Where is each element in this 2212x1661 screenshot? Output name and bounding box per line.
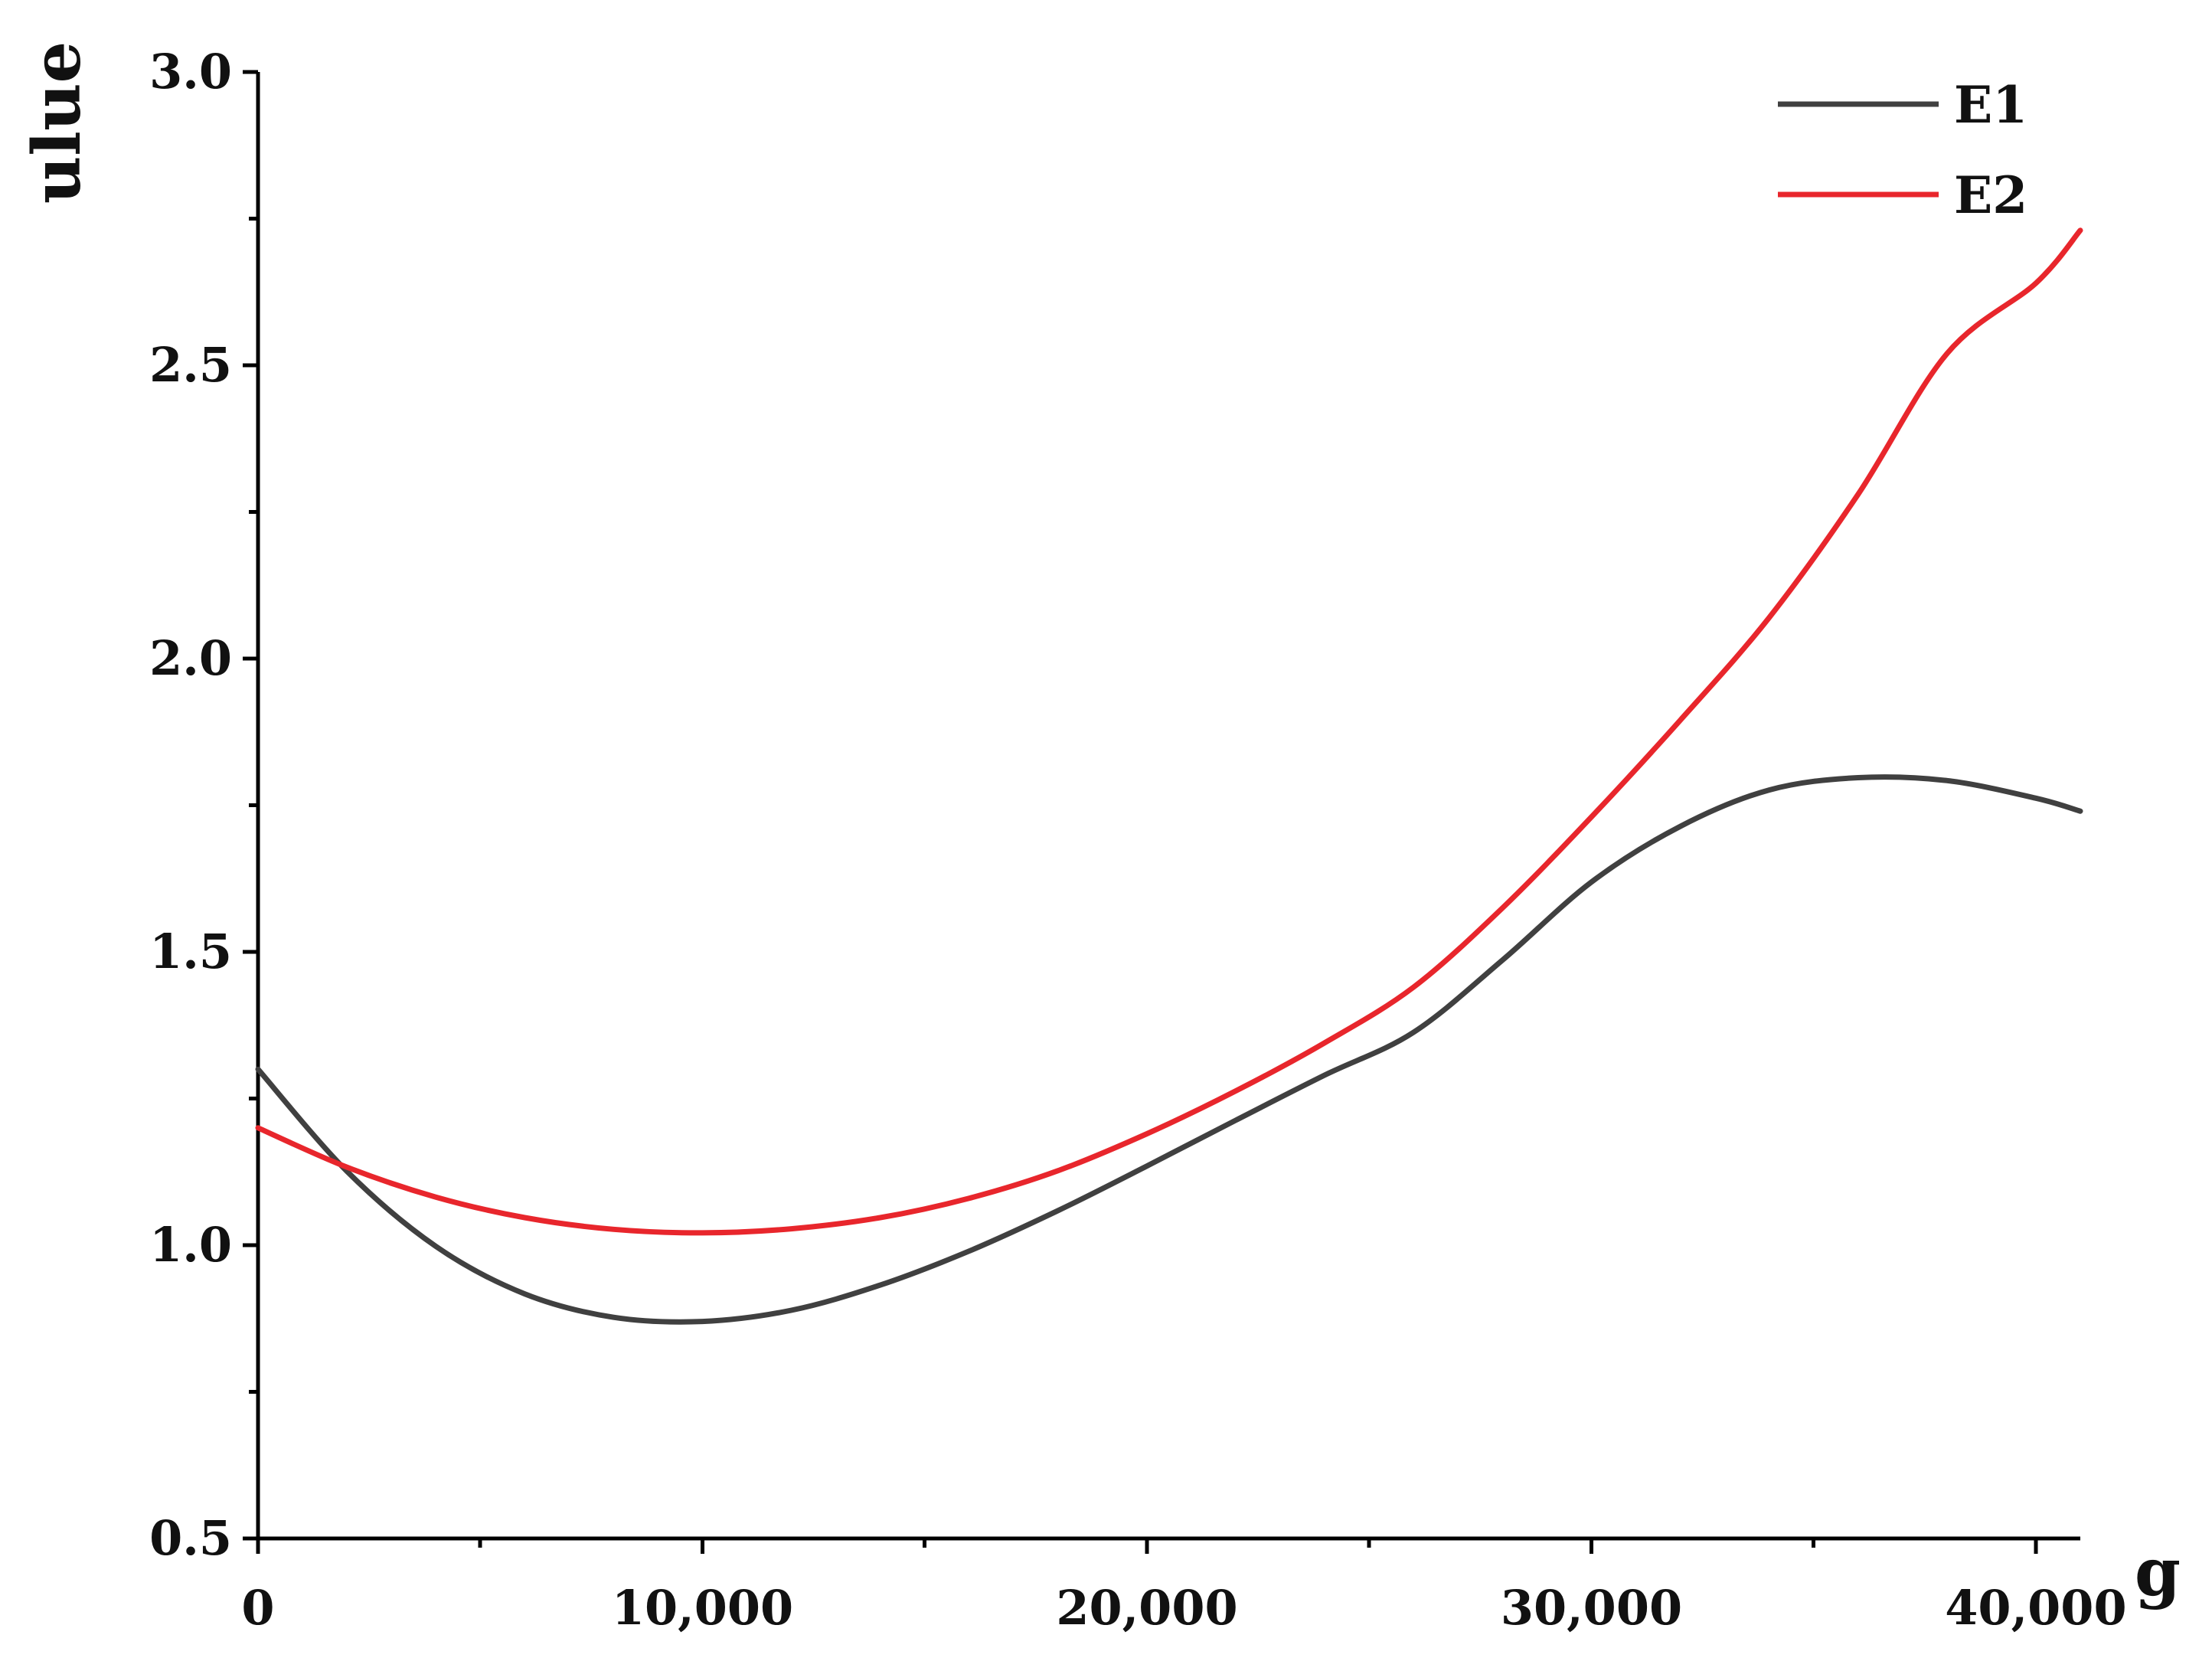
legend-label-e1: E1 bbox=[1954, 75, 2027, 135]
legend: E1 E2 bbox=[1778, 75, 2027, 225]
y-tick-label: 3.0 bbox=[149, 44, 232, 100]
x-tick-label: 10,000 bbox=[612, 1580, 793, 1636]
series-lines bbox=[255, 227, 2083, 1325]
y-tick-label: 0.5 bbox=[149, 1510, 232, 1566]
x-ticks: 0 10,000 20,000 30,000 40,000 bbox=[241, 1538, 2127, 1636]
series-line-e2 bbox=[255, 227, 2083, 1236]
axes: 0 10,000 20,000 30,000 40,000 0.5 1.0 1.5 2.0 2.… bbox=[149, 44, 2126, 1636]
x-axis-title: g bbox=[2135, 1534, 2181, 1611]
y-tick-label: 1.5 bbox=[149, 924, 232, 979]
x-tick-label: 30,000 bbox=[1501, 1580, 1682, 1636]
x-tick-label: 40,000 bbox=[1945, 1580, 2126, 1636]
x-tick-label: 20,000 bbox=[1056, 1580, 1237, 1636]
y-ticks: 0.5 1.0 1.5 2.0 2.5 3.0 bbox=[149, 44, 258, 1566]
x-tick-label: 0 bbox=[241, 1580, 274, 1636]
y-tick-label: 2.5 bbox=[149, 337, 232, 393]
legend-label-e2: E2 bbox=[1954, 165, 2027, 225]
series-line-e1 bbox=[255, 774, 2083, 1325]
y-tick-label: 1.0 bbox=[149, 1217, 232, 1273]
y-tick-label: 2.0 bbox=[149, 630, 232, 686]
y-axis-title: ulue bbox=[18, 41, 96, 204]
